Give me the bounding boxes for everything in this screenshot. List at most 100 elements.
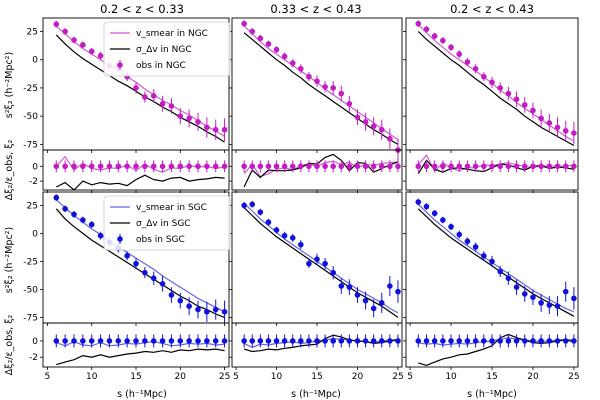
resid-sgc-col1-obs-point <box>124 338 130 344</box>
legend-ngc: v_smear in NGC σ_Δv in NGC obs in NGC <box>103 21 231 77</box>
main-ngc-col3-obs-point <box>489 79 495 86</box>
main-sgc-col2-panel <box>229 191 403 326</box>
main-sgc-col1-vsmear-line <box>55 199 225 313</box>
resid-ngc-col2-sigma-line <box>243 153 399 188</box>
main-ngc-col2-obs-point <box>362 118 369 125</box>
resid-ngc-col2-obs-point <box>298 163 304 170</box>
resid-sgc-col3-obs-point <box>562 338 569 344</box>
main-ngc-col1-obs-point <box>133 85 139 91</box>
resid-ngc-col1-obs-point <box>204 163 210 170</box>
resid-sgc-col1-obs-point <box>159 338 166 344</box>
resid-sgc-col1-obs-point <box>88 338 95 344</box>
main-sgc-col3-sigma-line <box>417 208 575 317</box>
resid-sgc-col3-obs-point <box>538 338 544 344</box>
resid-sgc-col2-obs-point <box>273 338 280 344</box>
resid-ngc-col1-obs-point <box>71 163 77 170</box>
resid-ngc-col2-obs-point <box>346 163 353 170</box>
column-title-3: 0.2 < z < 0.43 <box>450 2 534 16</box>
main-sgc-col1-obs-point <box>71 211 77 218</box>
main-sgc-col1-ytick-label: -50 <box>23 285 38 295</box>
resid-sgc-col3-obs-point <box>489 338 495 344</box>
main-sgc-col2-obs-point <box>257 209 264 215</box>
resid-ngc-col2-obs-point <box>273 163 280 170</box>
resid-sgc-col1-obs-point <box>142 338 148 344</box>
main-ngc-col2-obs-point <box>378 126 385 133</box>
column-title-1: 0.2 < z < 0.33 <box>100 2 184 16</box>
resid-ngc-col1-obs-point <box>133 163 139 170</box>
resid-ngc-col1-obs-point <box>159 163 166 170</box>
resid-sgc-col1-obs-point <box>53 338 60 344</box>
resid-sgc-col2-obs-point <box>314 338 320 344</box>
main-sgc-col2-obs-point <box>249 201 256 208</box>
main-sgc-col1-obs-point <box>159 281 166 287</box>
main-sgc-col3-obs-point <box>456 231 463 238</box>
main-ngc-col2-obs-point <box>346 100 353 107</box>
resid-ngc-col3-panel <box>403 149 579 193</box>
main-sgc-col3-obs-point <box>415 199 422 205</box>
resid-sgc-col2-obs-point <box>395 338 401 344</box>
resid-sgc-col3-xtick-label: 20 <box>527 372 539 382</box>
resid-ngc-col1-sigma-line <box>56 174 225 191</box>
resid-ngc-col3-vsmear-line <box>417 154 575 173</box>
resid-ngc-col3-obs-point <box>571 163 577 170</box>
main-sgc-col3-obs-point <box>546 302 553 308</box>
main-sgc-col1-obs-point <box>186 303 192 310</box>
resid-sgc-col3-obs-point <box>513 338 520 344</box>
resid-sgc-col3-obs-point <box>571 338 577 344</box>
main-ngc-col1-ytick-label: 25 <box>27 28 38 38</box>
resid-ngc-col2-obs-point <box>241 163 247 170</box>
resid-ngc-col3-obs-point <box>554 163 561 170</box>
resid-ngc-col3-obs-point <box>530 163 536 170</box>
legend-sgc-frame <box>103 195 231 251</box>
main-sgc-col3-obs-point <box>554 303 561 310</box>
legend-ngc-sigma-label: σ_Δv in NGC <box>136 45 192 55</box>
main-sgc-col2-obs-point <box>354 292 361 298</box>
main-sgc-col3-obs-point <box>497 268 503 275</box>
main-sgc-col3-vsmear-line <box>417 203 575 313</box>
ylabel-ngc-main: s²ξ₂ (h⁻²Mpc²) <box>4 52 15 118</box>
main-ngc-col2-obs-point <box>338 90 345 97</box>
resid-ngc-col2-obs-point <box>338 163 345 170</box>
main-ngc-col2-obs-point <box>387 135 393 142</box>
main-ngc-col2-vsmear-line <box>243 25 399 141</box>
resid-sgc-col3-obs-point <box>554 338 561 344</box>
main-sgc-col1-obs-point <box>204 309 210 315</box>
main-sgc-col2-obs-point <box>273 227 280 233</box>
main-ngc-col3-obs-point <box>481 73 487 80</box>
main-ngc-col1-obs-point <box>177 113 184 119</box>
resid-sgc-col2-obs-point <box>241 338 247 344</box>
main-ngc-col1-obs-point <box>168 103 175 109</box>
main-ngc-col1-obs-point <box>62 28 68 35</box>
main-sgc-col1-sigma-line <box>55 208 225 318</box>
resid-sgc-col2-obs-point <box>346 338 353 344</box>
main-ngc-col1-ytick-label: -75 <box>23 140 38 150</box>
resid-ngc-col3-obs-point <box>440 163 446 170</box>
legend-sgc-obs-label: obs in SGC <box>136 235 185 245</box>
ylabel-sgc-resid: Δξ₂/ε_obs, ξ₂ <box>4 315 15 376</box>
resid-ngc-col3-obs-point <box>513 163 520 170</box>
main-sgc-col3-obs-point <box>464 238 471 245</box>
resid-ngc-col1-ytick-label: 0 <box>32 162 38 172</box>
resid-ngc-col1-obs-point <box>150 163 157 170</box>
resid-sgc-col3-xtick-label: 10 <box>445 372 457 382</box>
resid-sgc-col2-obs-point <box>362 338 369 344</box>
resid-sgc-col2-xtick-label: 20 <box>352 372 364 382</box>
resid-sgc-col2-panel: 5 10 15 20 25 <box>229 322 404 382</box>
xlabel-col-1: s (h⁻¹Mpc) <box>117 389 167 400</box>
main-ngc-col1-obs-point <box>212 126 219 133</box>
resid-ngc-col2-obs-point <box>306 163 312 170</box>
resid-sgc-col3-obs-point <box>546 338 553 344</box>
main-ngc-col1-ytick-label: -50 <box>23 112 38 122</box>
resid-sgc-col3-obs-point <box>464 338 471 344</box>
resid-sgc-col2-obs-point <box>249 338 256 344</box>
resid-ngc-col1-obs-point <box>195 163 201 170</box>
resid-sgc-col1-obs-point <box>186 338 192 344</box>
resid-ngc-col2-obs-point <box>362 163 369 170</box>
main-ngc-col2-obs-point <box>314 78 320 84</box>
resid-ngc-col1-obs-point <box>115 163 122 170</box>
xlabel-col-2: s (h⁻¹Mpc) <box>291 389 341 400</box>
main-ngc-col2-obs-point <box>322 84 328 90</box>
main-sgc-col3-obs-point <box>562 288 569 295</box>
resid-ngc-col2-obs-point <box>322 163 328 170</box>
resid-sgc-col1-xtick-label: 15 <box>130 372 141 382</box>
